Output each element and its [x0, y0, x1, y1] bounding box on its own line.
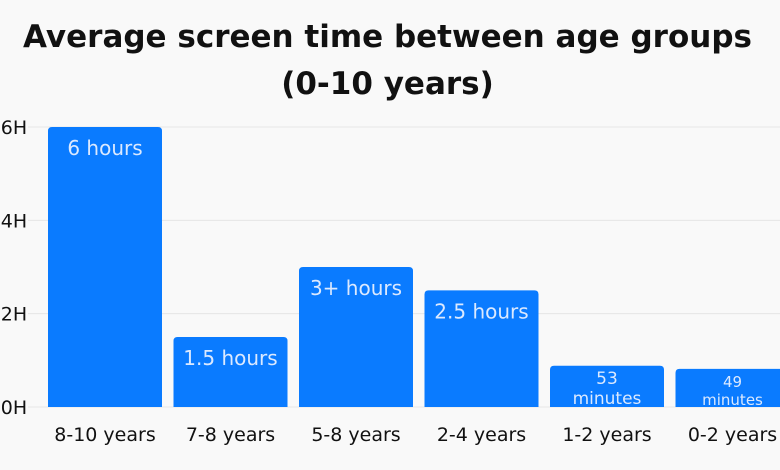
- bar: [173, 337, 288, 407]
- x-tick-label: 0-2 years: [688, 424, 777, 446]
- bar-data-label: 49: [723, 373, 742, 391]
- bar-data-label: 3+ hours: [310, 276, 402, 300]
- bar: [424, 290, 539, 407]
- bar-data-label: minutes: [573, 389, 642, 409]
- bar: [299, 267, 413, 407]
- x-tick-label: 1-2 years: [562, 424, 651, 446]
- y-tick-label: 2H: [1, 304, 27, 326]
- x-tick-label: 2-4 years: [437, 424, 526, 446]
- bar-data-label: 2.5 hours: [434, 299, 528, 323]
- bar-data-label: 53: [596, 369, 618, 389]
- bar: [550, 365, 664, 407]
- chart-title: Average screen time between age groups (…: [0, 14, 775, 108]
- x-tick-label: 5-8 years: [311, 424, 400, 446]
- x-tick-label: 7-8 years: [186, 424, 275, 446]
- bar-data-label: 1.5 hours: [183, 346, 277, 370]
- y-tick-label: 4H: [1, 210, 27, 232]
- x-tick-label: 8-10 years: [54, 424, 155, 446]
- bar: [48, 127, 162, 407]
- chart-title-line-1: Average screen time between age groups: [23, 19, 752, 55]
- y-tick-label: 6H: [1, 117, 27, 139]
- bar: [675, 368, 780, 407]
- bar-data-label: 6 hours: [67, 136, 142, 160]
- bar-data-label: minutes: [702, 391, 763, 409]
- y-tick-label: 0H: [1, 397, 27, 419]
- chart-title-line-2: (0-10 years): [281, 66, 494, 102]
